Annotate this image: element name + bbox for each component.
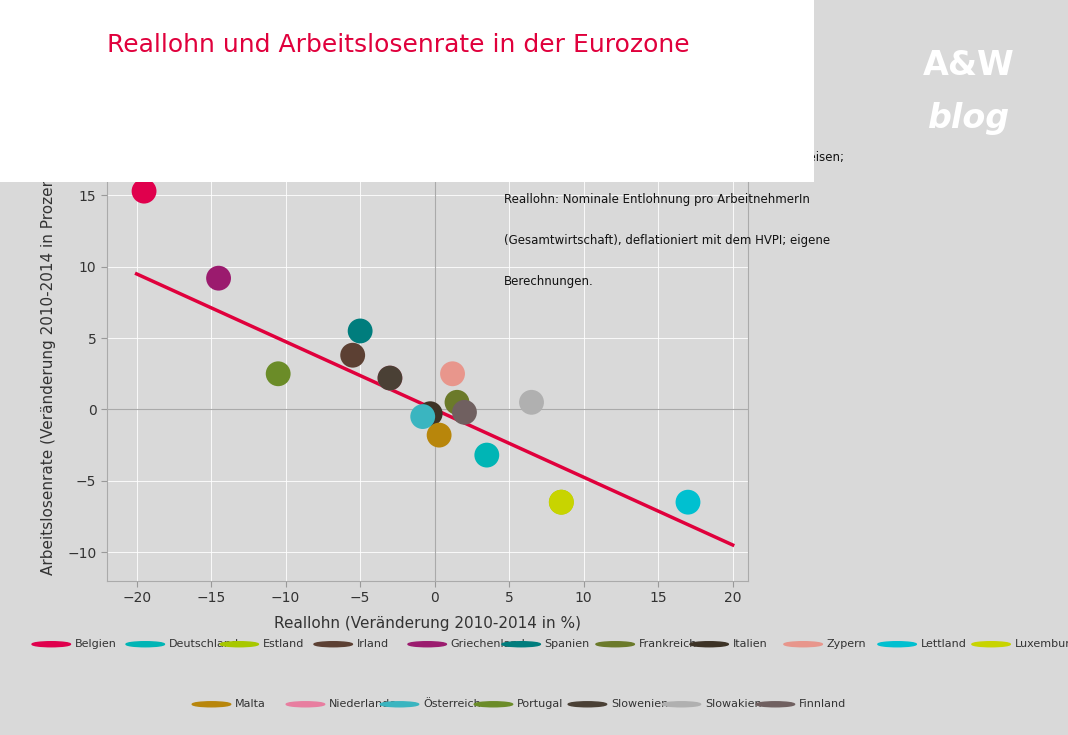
Text: Slowenien: Slowenien bbox=[611, 699, 669, 709]
Point bbox=[456, 406, 473, 418]
Point bbox=[381, 372, 398, 384]
Text: Irland: Irland bbox=[357, 639, 389, 649]
Circle shape bbox=[568, 702, 607, 707]
Text: Lettland: Lettland bbox=[921, 639, 967, 649]
Text: Finnland: Finnland bbox=[799, 699, 846, 709]
Text: Quelle:: Quelle: bbox=[504, 110, 551, 123]
Text: Reallohn und Arbeitslosenrate in der Eurozone: Reallohn und Arbeitslosenrate in der Eur… bbox=[107, 33, 690, 57]
Circle shape bbox=[662, 702, 701, 707]
Text: inklusive Bestandsveränderungen zu konstanten Preisen;: inklusive Bestandsveränderungen zu konst… bbox=[504, 151, 844, 165]
Text: (Gesamtwirtschaft), deflationiert mit dem HVPI; eigene: (Gesamtwirtschaft), deflationiert mit de… bbox=[504, 234, 830, 247]
Point bbox=[269, 368, 286, 380]
Point bbox=[478, 449, 496, 461]
Text: Portugal: Portugal bbox=[517, 699, 563, 709]
Text: Luxemburg: Luxemburg bbox=[1015, 639, 1068, 649]
Circle shape bbox=[690, 642, 728, 647]
Point bbox=[414, 411, 431, 423]
Circle shape bbox=[596, 642, 634, 647]
Point bbox=[351, 325, 368, 337]
Text: Zypern: Zypern bbox=[827, 639, 866, 649]
Circle shape bbox=[126, 642, 164, 647]
Text: blog: blog bbox=[928, 102, 1010, 135]
Text: Spanien: Spanien bbox=[545, 639, 590, 649]
X-axis label: Reallohn (Veränderung 2010-2014 in %): Reallohn (Veränderung 2010-2014 in %) bbox=[273, 616, 581, 631]
Text: Estland: Estland bbox=[263, 639, 304, 649]
Text: Berechnungen.: Berechnungen. bbox=[504, 275, 594, 288]
Circle shape bbox=[220, 642, 258, 647]
Circle shape bbox=[314, 642, 352, 647]
Text: Griechenland: Griechenland bbox=[451, 639, 525, 649]
Circle shape bbox=[784, 642, 822, 647]
Point bbox=[523, 396, 540, 408]
Circle shape bbox=[474, 702, 513, 707]
Text: Deutschland: Deutschland bbox=[169, 639, 239, 649]
Text: Frankreich: Frankreich bbox=[639, 639, 697, 649]
Circle shape bbox=[192, 702, 231, 707]
Circle shape bbox=[380, 702, 419, 707]
Text: Malta: Malta bbox=[235, 699, 266, 709]
Point bbox=[430, 429, 447, 441]
Point bbox=[381, 372, 398, 384]
Text: Reallohn: Nominale Entlohnung pro ArbeitnehmerIn: Reallohn: Nominale Entlohnung pro Arbeit… bbox=[504, 193, 810, 206]
Point bbox=[553, 496, 570, 508]
Circle shape bbox=[502, 642, 540, 647]
Point bbox=[679, 496, 696, 508]
Circle shape bbox=[286, 702, 325, 707]
Circle shape bbox=[756, 702, 795, 707]
Point bbox=[444, 368, 461, 380]
Text: Belgien: Belgien bbox=[75, 639, 116, 649]
Text: Österreich: Österreich bbox=[423, 699, 481, 709]
Text: A&W: A&W bbox=[923, 49, 1016, 82]
Point bbox=[136, 185, 153, 197]
Text: Europäische Kommission; Binnennachfrage: Europäische Kommission; Binnennachfrage bbox=[540, 110, 799, 123]
Y-axis label: Arbeitslosenrate (Veränderung 2010-2014 in Prozentpunkten): Arbeitslosenrate (Veränderung 2010-2014 … bbox=[41, 101, 56, 575]
Circle shape bbox=[32, 642, 70, 647]
Circle shape bbox=[408, 642, 446, 647]
Text: Italien: Italien bbox=[733, 639, 768, 649]
Point bbox=[449, 396, 466, 408]
Point bbox=[553, 496, 570, 508]
Point bbox=[422, 408, 439, 420]
Circle shape bbox=[878, 642, 916, 647]
Text: Niederlande: Niederlande bbox=[329, 699, 397, 709]
Point bbox=[210, 272, 227, 284]
Point bbox=[344, 349, 361, 361]
Text: Slowakien: Slowakien bbox=[705, 699, 761, 709]
Circle shape bbox=[972, 642, 1010, 647]
